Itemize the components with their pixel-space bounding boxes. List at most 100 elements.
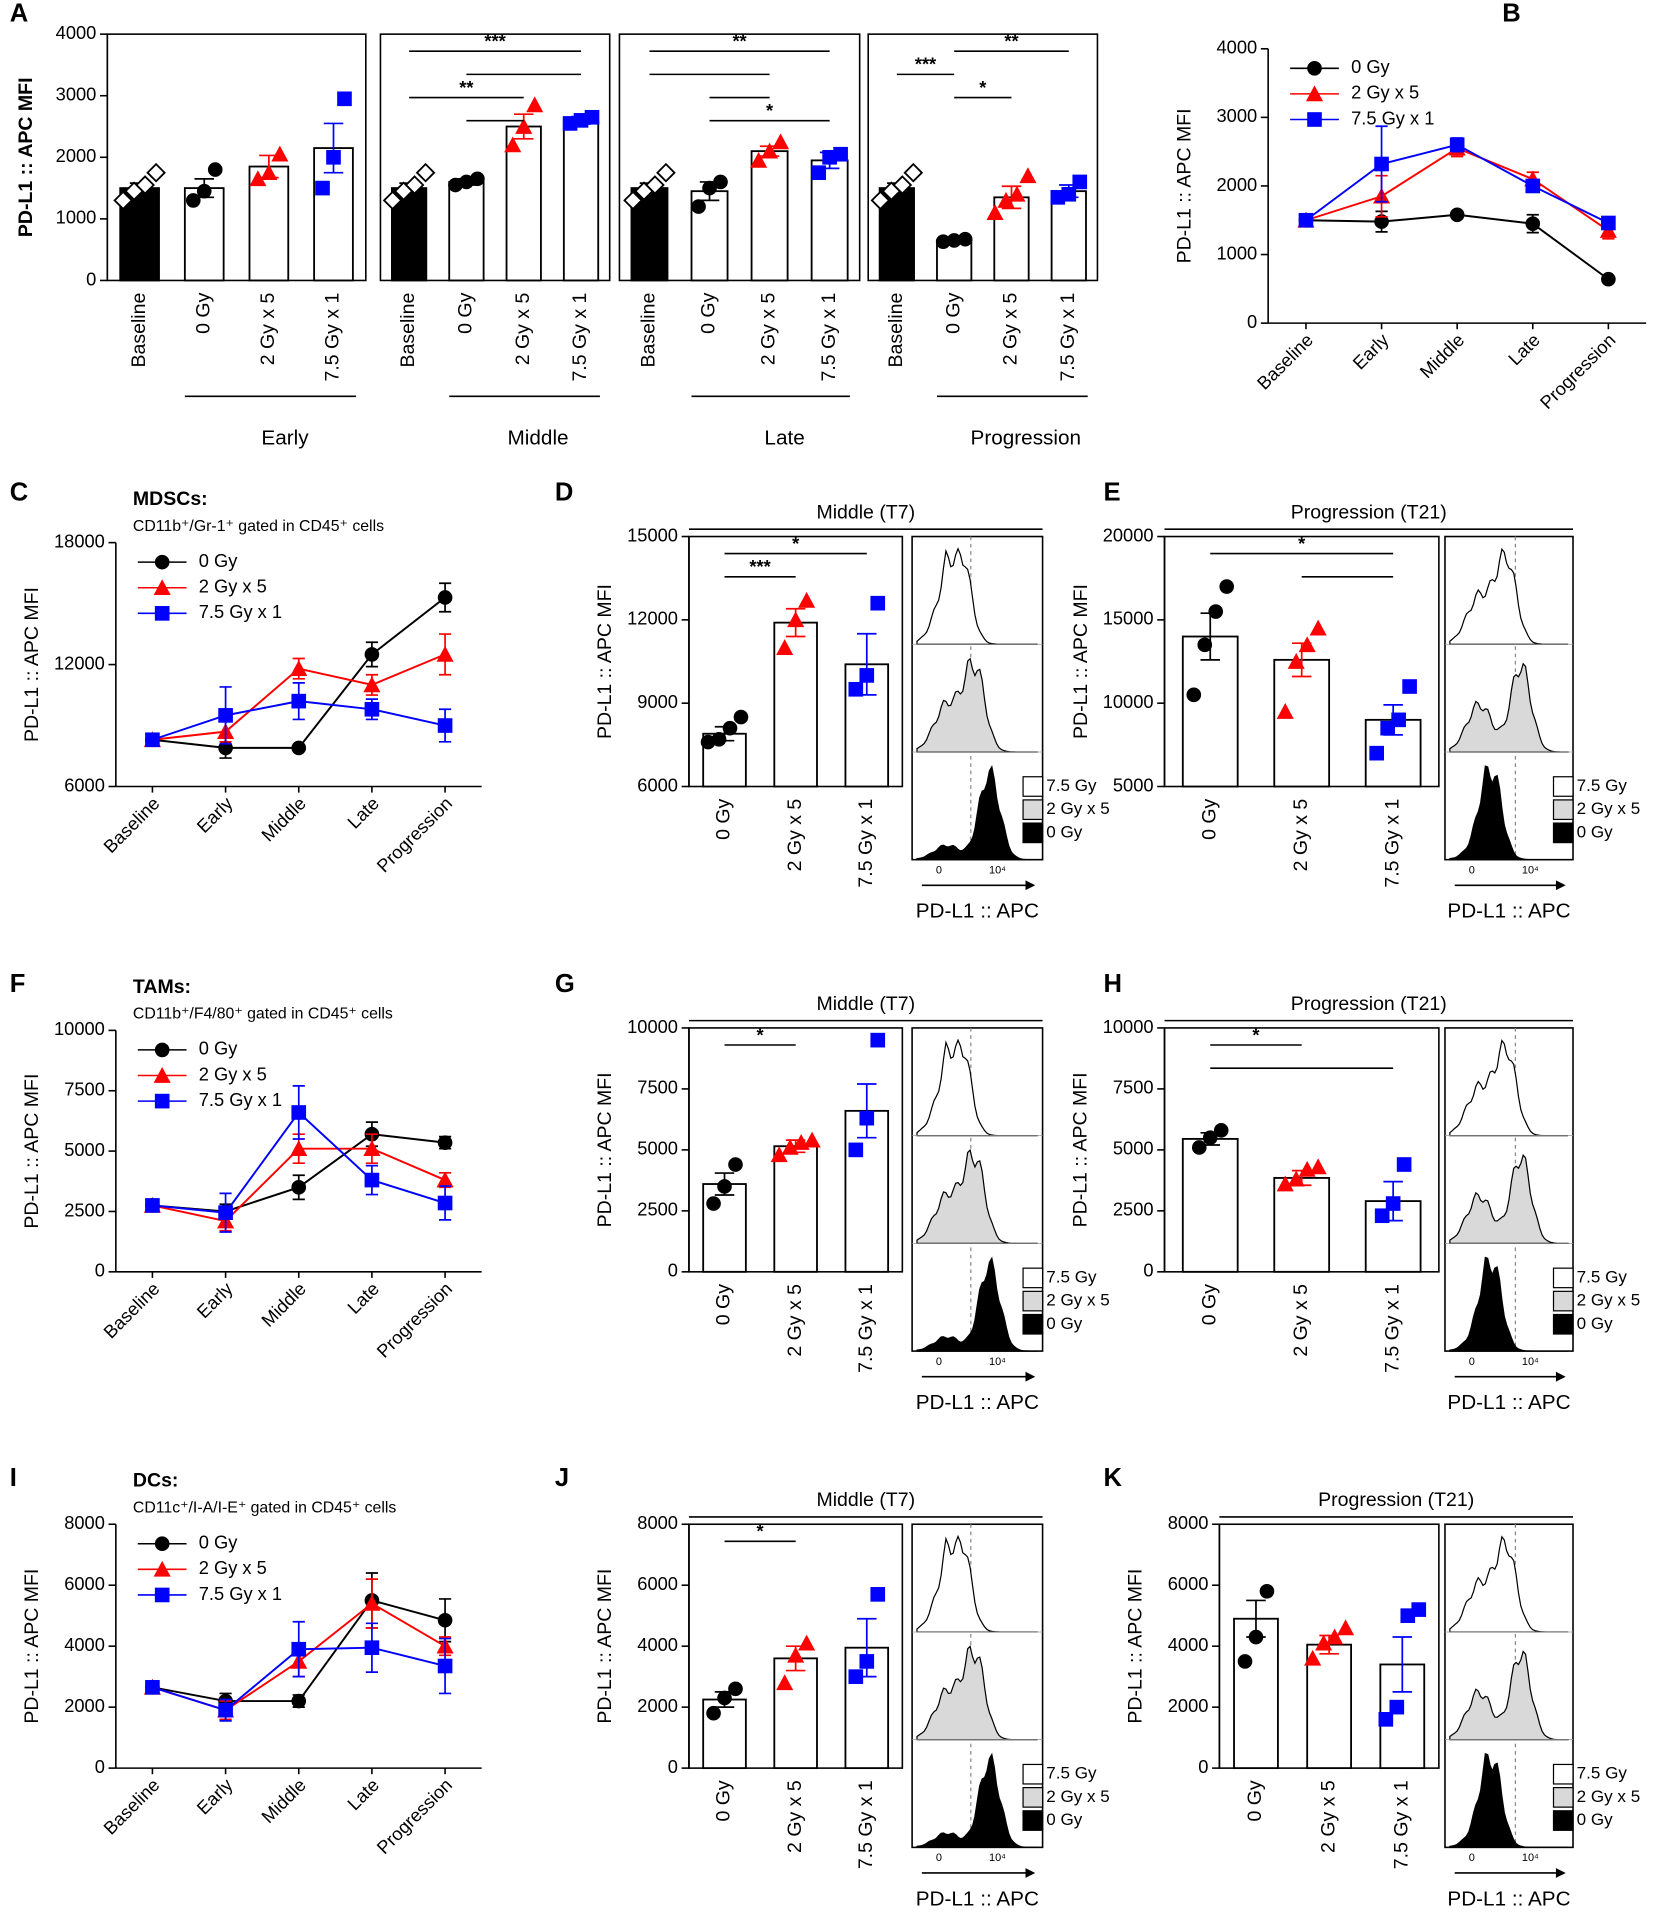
data-point (1326, 1628, 1344, 1645)
y-tick-label: 9000 (637, 691, 678, 712)
x-tick-label: Middle (257, 793, 310, 846)
x-tick-label: 2 Gy x 5 (1290, 1284, 1312, 1357)
y-tick-label: 10000 (54, 1018, 105, 1039)
significance-label: * (757, 1521, 765, 1542)
histogram-tick-label: 10⁴ (1522, 865, 1539, 877)
panel-letter: G (555, 970, 575, 998)
legend-swatch (1552, 1267, 1574, 1289)
y-tick-label: 12000 (627, 608, 678, 629)
data-point (848, 1142, 864, 1158)
data-point (870, 1587, 886, 1602)
bar (773, 1145, 818, 1273)
data-point (1411, 1602, 1427, 1617)
legend-label: 7.5 Gy (1046, 776, 1097, 795)
panel-letter: C (10, 479, 28, 507)
chart-title: DCs: (133, 1470, 179, 1492)
x-tick-label: 2 Gy x 5 (512, 293, 534, 366)
data-point (713, 174, 728, 190)
data-point (260, 164, 278, 181)
y-tick-label: 0 (86, 268, 96, 289)
x-tick-label: Baseline (99, 793, 163, 857)
x-tick-label: 7.5 Gy x 1 (855, 799, 877, 888)
bar (1050, 190, 1087, 282)
data-point (271, 145, 289, 162)
y-tick-label: 15000 (627, 524, 678, 545)
legend-label: 2 Gy x 5 (1046, 799, 1110, 818)
bar (1181, 1137, 1239, 1273)
data-point (656, 162, 676, 183)
y-tick-label: 3000 (56, 84, 97, 105)
legend-swatch (1022, 1763, 1044, 1785)
legend-label: 0 Gy (1577, 1314, 1614, 1333)
bar (750, 150, 789, 282)
data-point (1072, 174, 1088, 190)
y-tick-label: 5000 (1113, 774, 1154, 795)
y-tick-label: 4000 (56, 22, 97, 43)
bar (562, 119, 600, 282)
x-tick-label: Late (343, 1774, 383, 1814)
legend-label: 0 Gy (1046, 1810, 1083, 1829)
x-tick-label: 2 Gy x 5 (784, 1284, 806, 1357)
data-point (1287, 652, 1305, 669)
data-point (811, 165, 826, 181)
legend-label: 2 Gy x 5 (1577, 1787, 1641, 1806)
x-tick-label: Progression (372, 793, 456, 877)
series-marker (364, 1172, 380, 1188)
data-point (870, 595, 886, 611)
legend-marker (153, 579, 171, 596)
x-tick-label: Early (192, 1277, 237, 1322)
chart-title: Progression (T21) (1318, 1489, 1474, 1511)
data-point (1391, 712, 1406, 728)
legend-swatch (1022, 776, 1044, 797)
y-tick-label: 7500 (637, 1077, 678, 1098)
histogram-tick-label: 0 (1469, 1852, 1475, 1864)
data-point (337, 91, 352, 107)
y-tick-label: 2500 (637, 1199, 678, 1220)
x-tick-label: Middle (257, 1774, 310, 1827)
series-marker (145, 1198, 160, 1213)
data-point (1197, 637, 1213, 653)
histogram-x-label: PD-L1 :: APC (1447, 1391, 1570, 1414)
data-point (1276, 702, 1294, 719)
data-point (1208, 604, 1224, 619)
series-marker (291, 693, 307, 709)
data-point (1237, 1654, 1253, 1669)
series-marker (364, 701, 380, 717)
data-point (986, 204, 1004, 221)
data-point (706, 1705, 721, 1721)
x-tick-label: 2 Gy x 5 (758, 293, 780, 366)
panel-letter: F (10, 970, 26, 998)
x-tick-label: 0 Gy (455, 292, 477, 333)
data-point (770, 1146, 788, 1163)
data-point (870, 1032, 886, 1048)
x-tick-label: Baseline (99, 1278, 163, 1342)
legend-label: 0 Gy (199, 1532, 238, 1553)
legend-swatch (1022, 1267, 1044, 1289)
legend-marker (154, 554, 170, 570)
y-axis-label: PD-L1 :: APC MFI (21, 1074, 43, 1229)
legend-marker (154, 1536, 170, 1552)
x-tick-label: Middle (1415, 329, 1468, 382)
y-tick-label: 6000 (64, 774, 105, 795)
y-tick-label: 0 (668, 1756, 678, 1777)
series-marker (437, 1658, 453, 1674)
data-point (1019, 167, 1037, 184)
y-axis-label: PD-L1 :: APC MFI (594, 584, 616, 739)
data-point (1008, 185, 1026, 202)
legend-label: 0 Gy (1046, 822, 1083, 841)
series-marker (1374, 156, 1389, 172)
x-tick-label: 2 Gy x 5 (1317, 1780, 1339, 1853)
histogram-curve (916, 547, 1038, 645)
legend-label: 7.5 Gy (1046, 1764, 1097, 1783)
x-tick-label: Early (192, 1774, 237, 1819)
data-point (1186, 687, 1202, 703)
y-tick-label: 8000 (637, 1512, 678, 1533)
x-tick-label: Baseline (1253, 329, 1317, 393)
y-tick-label: 18000 (54, 530, 105, 551)
data-point (1248, 1629, 1264, 1645)
bar (993, 196, 1030, 282)
x-tick-label: 2 Gy x 5 (784, 799, 806, 872)
series-marker (1601, 215, 1616, 231)
legend-marker (154, 606, 170, 621)
series-marker (1449, 137, 1465, 153)
